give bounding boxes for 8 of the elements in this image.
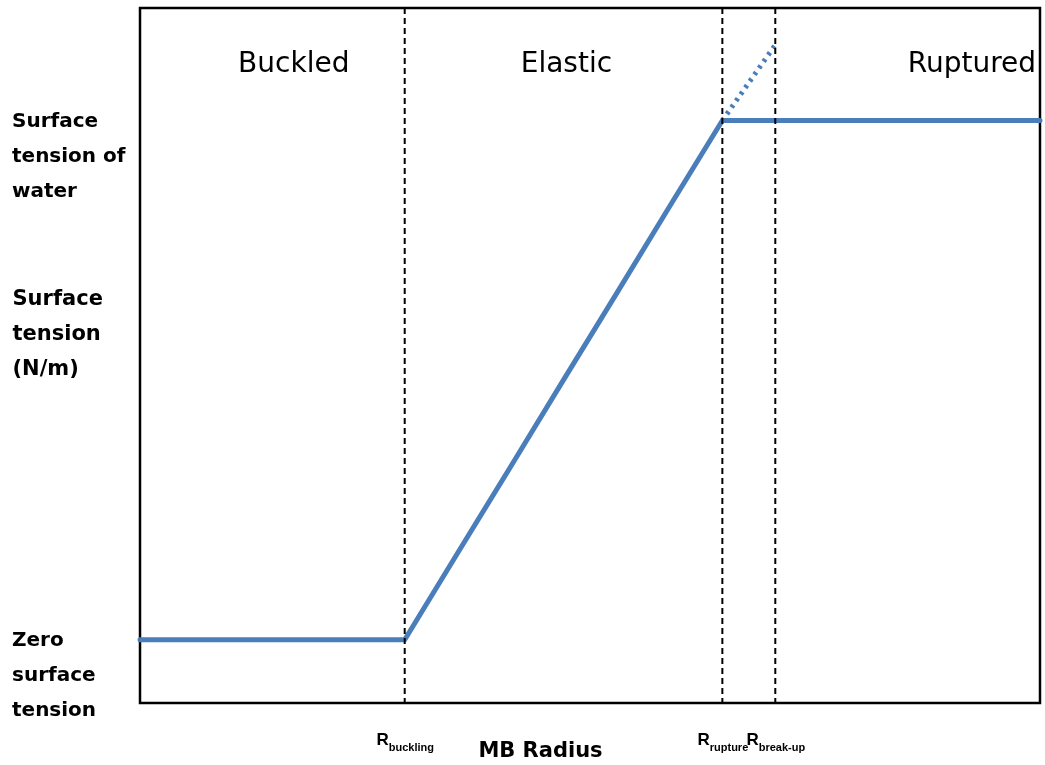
x-axis-title: MB Radius bbox=[478, 737, 603, 762]
text: Surface tension of water bbox=[12, 108, 126, 202]
annotation: Elastic bbox=[520, 46, 613, 79]
y-axis-title: Surface tension (N/m) bbox=[12, 285, 103, 380]
text: Zero surface tension bbox=[12, 627, 97, 721]
annotation: Ruptured bbox=[907, 46, 1037, 79]
x-tick-label: R$_{buckling}$ bbox=[376, 729, 434, 753]
annotation: Buckled bbox=[238, 46, 350, 79]
